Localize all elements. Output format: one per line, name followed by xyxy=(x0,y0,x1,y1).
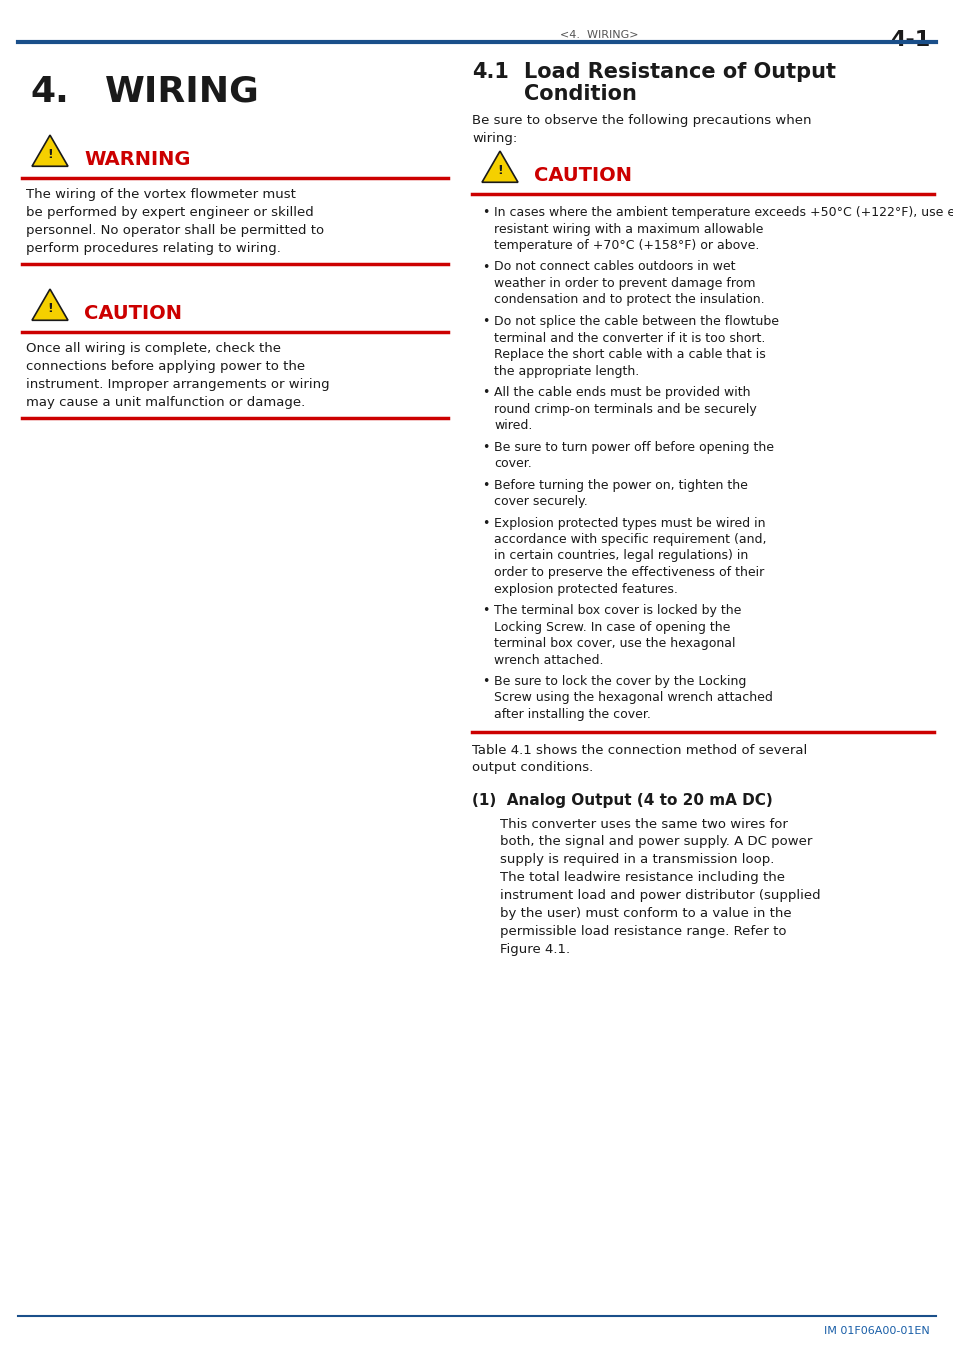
Text: cover.: cover. xyxy=(494,458,531,470)
Polygon shape xyxy=(481,151,517,182)
Text: The wiring of the vortex flowmeter must: The wiring of the vortex flowmeter must xyxy=(26,188,295,201)
Text: wired.: wired. xyxy=(494,418,532,432)
Text: output conditions.: output conditions. xyxy=(472,761,593,775)
Text: personnel. No operator shall be permitted to: personnel. No operator shall be permitte… xyxy=(26,224,324,238)
Text: All the cable ends must be provided with: All the cable ends must be provided with xyxy=(494,386,750,400)
Text: after installing the cover.: after installing the cover. xyxy=(494,707,650,721)
Text: CAUTION: CAUTION xyxy=(534,166,631,185)
Text: WIRING: WIRING xyxy=(105,76,259,109)
Text: This converter uses the same two wires for: This converter uses the same two wires f… xyxy=(499,818,787,830)
Text: 4.: 4. xyxy=(30,76,69,109)
Text: round crimp-on terminals and be securely: round crimp-on terminals and be securely xyxy=(494,402,756,416)
Text: explosion protected features.: explosion protected features. xyxy=(494,582,678,595)
Text: •: • xyxy=(481,478,489,491)
Text: Table 4.1 shows the connection method of several: Table 4.1 shows the connection method of… xyxy=(472,744,806,756)
Text: Screw using the hexagonal wrench attached: Screw using the hexagonal wrench attache… xyxy=(494,691,772,705)
Text: be performed by expert engineer or skilled: be performed by expert engineer or skill… xyxy=(26,207,314,219)
Text: !: ! xyxy=(497,163,502,177)
Text: condensation and to protect the insulation.: condensation and to protect the insulati… xyxy=(494,293,763,306)
Text: the appropriate length.: the appropriate length. xyxy=(494,364,639,378)
Text: (1)  Analog Output (4 to 20 mA DC): (1) Analog Output (4 to 20 mA DC) xyxy=(472,794,772,809)
Text: In cases where the ambient temperature exceeds +50°C (+122°F), use external heat: In cases where the ambient temperature e… xyxy=(494,207,953,219)
Text: wiring:: wiring: xyxy=(472,132,517,144)
Text: connections before applying power to the: connections before applying power to the xyxy=(26,360,305,373)
Text: weather in order to prevent damage from: weather in order to prevent damage from xyxy=(494,277,755,290)
Text: Do not connect cables outdoors in wet: Do not connect cables outdoors in wet xyxy=(494,261,735,274)
Text: 4-1: 4-1 xyxy=(889,30,929,50)
Text: CAUTION: CAUTION xyxy=(84,304,182,323)
Text: permissible load resistance range. Refer to: permissible load resistance range. Refer… xyxy=(499,926,785,938)
Text: accordance with specific requirement (and,: accordance with specific requirement (an… xyxy=(494,533,765,545)
Text: •: • xyxy=(481,315,489,328)
Text: The terminal box cover is locked by the: The terminal box cover is locked by the xyxy=(494,603,740,617)
Text: in certain countries, legal regulations) in: in certain countries, legal regulations)… xyxy=(494,549,747,563)
Text: may cause a unit malfunction or damage.: may cause a unit malfunction or damage. xyxy=(26,396,305,409)
Text: •: • xyxy=(481,675,489,688)
Text: Locking Screw. In case of opening the: Locking Screw. In case of opening the xyxy=(494,621,730,633)
Text: The total leadwire resistance including the: The total leadwire resistance including … xyxy=(499,872,784,884)
Text: Be sure to observe the following precautions when: Be sure to observe the following precaut… xyxy=(472,113,811,127)
Text: Before turning the power on, tighten the: Before turning the power on, tighten the xyxy=(494,478,747,491)
Text: resistant wiring with a maximum allowable: resistant wiring with a maximum allowabl… xyxy=(494,223,762,235)
Text: wrench attached.: wrench attached. xyxy=(494,653,603,667)
Text: Figure 4.1.: Figure 4.1. xyxy=(499,944,570,957)
Text: cover securely.: cover securely. xyxy=(494,495,587,508)
Text: instrument. Improper arrangements or wiring: instrument. Improper arrangements or wir… xyxy=(26,378,330,392)
Text: terminal and the converter if it is too short.: terminal and the converter if it is too … xyxy=(494,332,764,344)
Text: Once all wiring is complete, check the: Once all wiring is complete, check the xyxy=(26,342,281,355)
Text: Condition: Condition xyxy=(523,84,637,104)
Polygon shape xyxy=(32,135,68,166)
Text: •: • xyxy=(481,207,489,219)
Text: <4.  WIRING>: <4. WIRING> xyxy=(559,30,638,40)
Text: 4.1: 4.1 xyxy=(472,62,508,82)
Text: Be sure to lock the cover by the Locking: Be sure to lock the cover by the Locking xyxy=(494,675,745,688)
Text: •: • xyxy=(481,386,489,400)
Text: Replace the short cable with a cable that is: Replace the short cable with a cable tha… xyxy=(494,348,765,360)
Text: !: ! xyxy=(47,148,52,161)
Text: instrument load and power distributor (supplied: instrument load and power distributor (s… xyxy=(499,890,820,903)
Text: •: • xyxy=(481,603,489,617)
Text: WARNING: WARNING xyxy=(84,150,191,169)
Text: supply is required in a transmission loop.: supply is required in a transmission loo… xyxy=(499,853,774,867)
Text: perform procedures relating to wiring.: perform procedures relating to wiring. xyxy=(26,242,280,255)
Text: Explosion protected types must be wired in: Explosion protected types must be wired … xyxy=(494,517,764,529)
Polygon shape xyxy=(32,289,68,320)
Text: both, the signal and power supply. A DC power: both, the signal and power supply. A DC … xyxy=(499,836,812,849)
Text: •: • xyxy=(481,261,489,274)
Text: temperature of +70°C (+158°F) or above.: temperature of +70°C (+158°F) or above. xyxy=(494,239,759,252)
Text: Be sure to turn power off before opening the: Be sure to turn power off before opening… xyxy=(494,440,773,454)
Text: IM 01F06A00-01EN: IM 01F06A00-01EN xyxy=(823,1326,929,1336)
Text: terminal box cover, use the hexagonal: terminal box cover, use the hexagonal xyxy=(494,637,735,649)
Text: !: ! xyxy=(47,302,52,315)
Text: •: • xyxy=(481,517,489,529)
Text: Load Resistance of Output: Load Resistance of Output xyxy=(523,62,835,82)
Text: Do not splice the cable between the flowtube: Do not splice the cable between the flow… xyxy=(494,315,779,328)
Text: by the user) must conform to a value in the: by the user) must conform to a value in … xyxy=(499,907,791,921)
Text: order to preserve the effectiveness of their: order to preserve the effectiveness of t… xyxy=(494,566,763,579)
Text: •: • xyxy=(481,440,489,454)
